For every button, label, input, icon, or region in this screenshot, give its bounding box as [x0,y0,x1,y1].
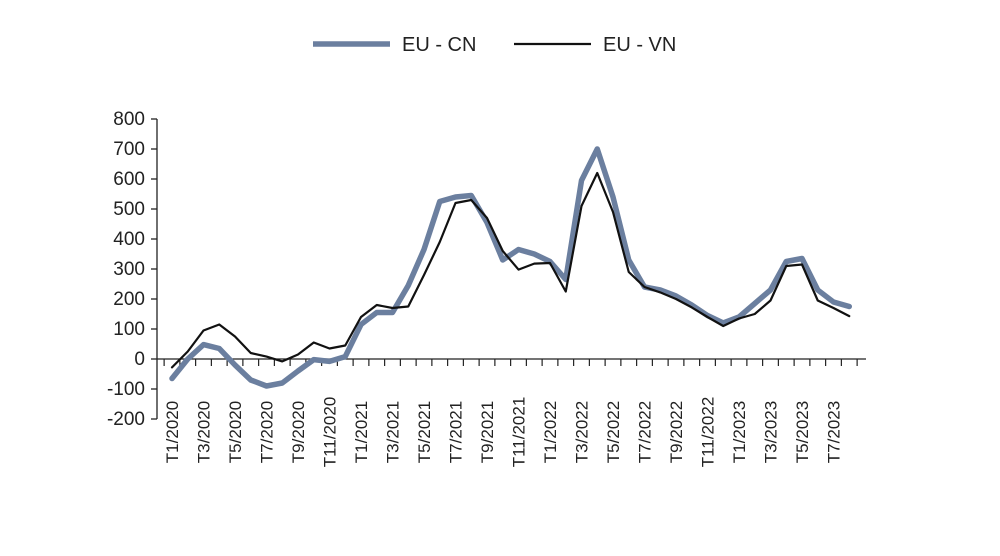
x-tick-label: T3/2020 [195,401,214,463]
x-tick-label: T1/2022 [541,401,560,463]
x-tick-label: T1/2023 [730,401,749,463]
x-tick-label: T11/2021 [510,397,529,468]
x-tick-label: T5/2023 [793,401,812,463]
x-tick-label: T1/2021 [352,401,371,463]
y-tick-label: 300 [113,259,145,280]
x-tick-label: T11/2020 [321,397,340,468]
x-tick-label: T5/2020 [226,401,245,463]
x-tick-label: T5/2021 [415,401,434,463]
legend-label: EU - CN [402,34,476,56]
legend-label: EU - VN [603,34,676,56]
y-tick-label: 500 [113,199,145,220]
y-tick-label: 700 [113,139,145,160]
y-tick-label: 800 [113,109,145,130]
y-tick-label: 100 [113,319,145,340]
y-tick-label: 200 [113,289,145,310]
series-layer [169,146,852,389]
y-tick-label: -200 [107,409,145,430]
x-tick-label: T3/2023 [762,401,781,463]
series-line-eu-cn [169,146,852,389]
x-axis: T1/2020 T3/2020 T5/2020 T7/2020 T9/2020 T11/2… [157,358,866,468]
x-tick-label: T9/2022 [667,401,686,463]
x-tick-label: T3/2022 [573,401,592,463]
series-line-eu-vn [170,171,851,369]
y-tick-label: 400 [113,229,145,250]
x-tick-label: T7/2020 [258,401,277,463]
x-tick-label: T11/2022 [699,397,718,468]
x-tick-label: T1/2020 [163,401,182,463]
y-axis: 800 700 600 500 400 300 200 100 0 -100 -200 [107,109,158,430]
y-tick-label: -100 [107,379,145,400]
x-tick-label: T5/2022 [604,401,623,463]
y-tick-label: 0 [134,349,145,370]
legend: EU - CN EU - VN [313,34,676,56]
x-tick-label: T7/2021 [447,401,466,463]
x-tick-label: T3/2021 [384,401,403,463]
x-tick-label: T9/2021 [478,401,497,463]
x-tick-label: T7/2023 [825,401,844,463]
x-tick-label: T9/2020 [289,401,308,463]
x-tick-label: T7/2022 [636,401,655,463]
y-tick-label: 600 [113,169,145,190]
